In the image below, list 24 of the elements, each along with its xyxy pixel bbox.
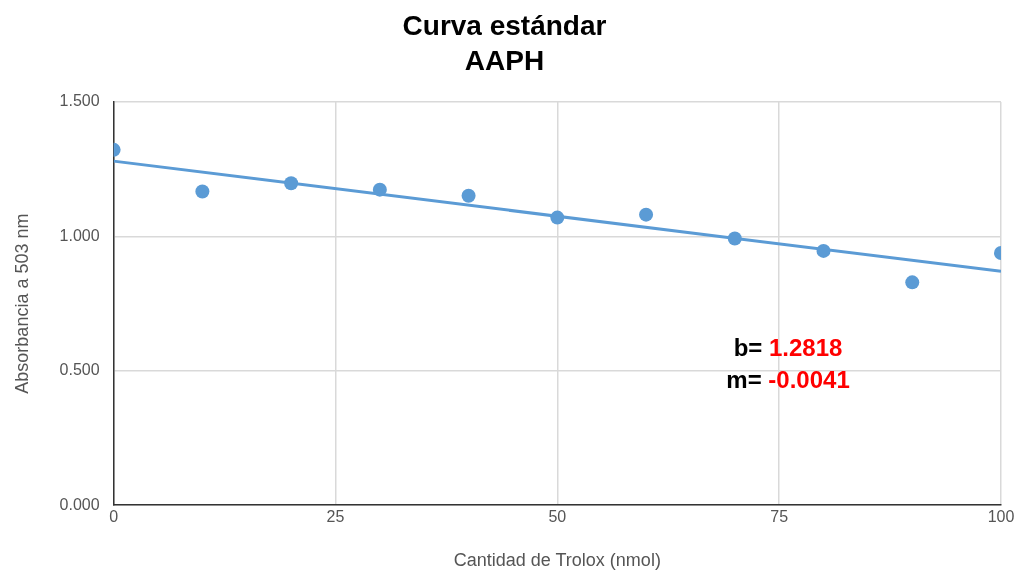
- point: [816, 243, 831, 258]
- chart-subtitle: AAPH: [464, 45, 545, 77]
- chart-title: Curva estándar: [402, 10, 607, 42]
- point: [461, 188, 476, 203]
- annotation: b= 1.2818: [733, 333, 843, 361]
- point: [905, 275, 920, 290]
- annotation: m= -0.0041: [726, 366, 850, 394]
- y-tick-label: 0.500: [59, 361, 100, 379]
- x-tick-label: 50: [548, 508, 567, 526]
- point: [284, 176, 299, 191]
- point: [372, 182, 387, 197]
- point: [195, 184, 210, 199]
- y-tick-label: 1.500: [59, 92, 100, 110]
- y-axis-title: Absorbancia a 503 nm: [11, 213, 32, 394]
- x-tick-label: 0: [109, 508, 119, 526]
- point: [639, 207, 654, 222]
- y-tick-label: 0.000: [59, 495, 100, 513]
- y-tick-label: 1.000: [59, 226, 100, 244]
- x-tick-label: 25: [326, 508, 345, 526]
- x-axis-title: Cantidad de Trolox (nmol): [453, 550, 661, 571]
- x-tick-label: 100: [987, 508, 1015, 526]
- point: [550, 210, 565, 225]
- x-tick-label: 75: [770, 508, 789, 526]
- point: [727, 231, 742, 246]
